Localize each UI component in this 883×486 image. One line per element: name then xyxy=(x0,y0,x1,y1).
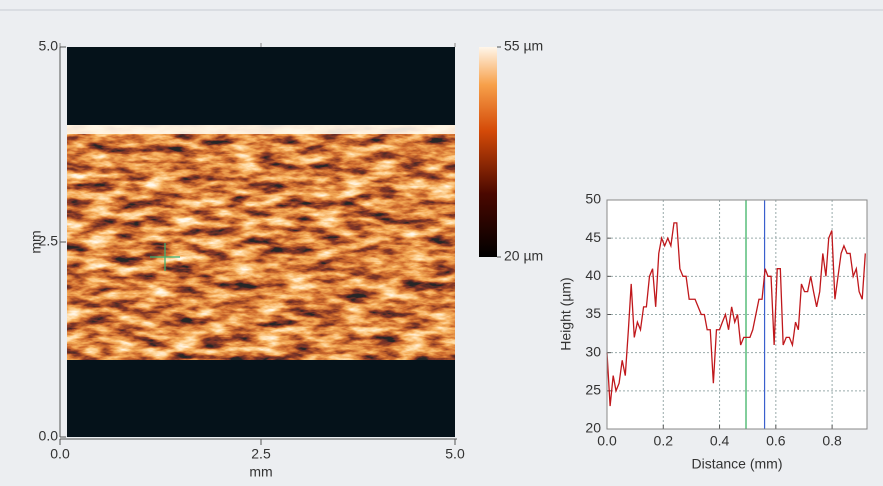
x-tick-label: 0.4 xyxy=(710,433,730,449)
x-tick-label: 0.6 xyxy=(766,433,786,449)
x-tick-label: 0.8 xyxy=(822,433,842,449)
map-edge xyxy=(67,125,455,134)
height-map xyxy=(67,47,497,437)
x-tick-label: 0.0 xyxy=(597,433,617,449)
y-tick-label: 20 xyxy=(585,420,601,436)
plot-frame xyxy=(606,199,868,430)
colorbar-label: 55 µm xyxy=(504,38,543,54)
x-axis-label: mm xyxy=(249,464,272,480)
y-axis-label: Height (µm) xyxy=(558,277,574,350)
x-tick-label: 0.0 xyxy=(50,446,70,462)
y-tick-label: 40 xyxy=(585,267,601,283)
map-texture xyxy=(67,125,455,360)
y-tick-label: 5.0 xyxy=(39,38,59,54)
crosshair xyxy=(150,243,180,271)
x-tick-label: 0.2 xyxy=(654,433,674,449)
y-tick-label: 30 xyxy=(585,343,601,359)
y-axis-label: mm xyxy=(28,230,44,253)
x-tick-label: 2.5 xyxy=(251,446,271,462)
y-tick-label: 0.0 xyxy=(39,428,59,444)
x-tick-label: 5.0 xyxy=(445,446,465,462)
y-tick-label: 25 xyxy=(585,382,601,398)
y-tick-label: 50 xyxy=(585,191,601,207)
profile-line xyxy=(606,222,866,407)
y-tick-label: 35 xyxy=(585,305,601,321)
colorbar xyxy=(479,47,497,257)
colorbar-label: 20 µm xyxy=(504,248,543,264)
y-tick-label: 2.5 xyxy=(39,233,59,249)
x-axis-label: Distance (mm) xyxy=(691,456,782,472)
y-tick-label: 45 xyxy=(585,229,601,245)
